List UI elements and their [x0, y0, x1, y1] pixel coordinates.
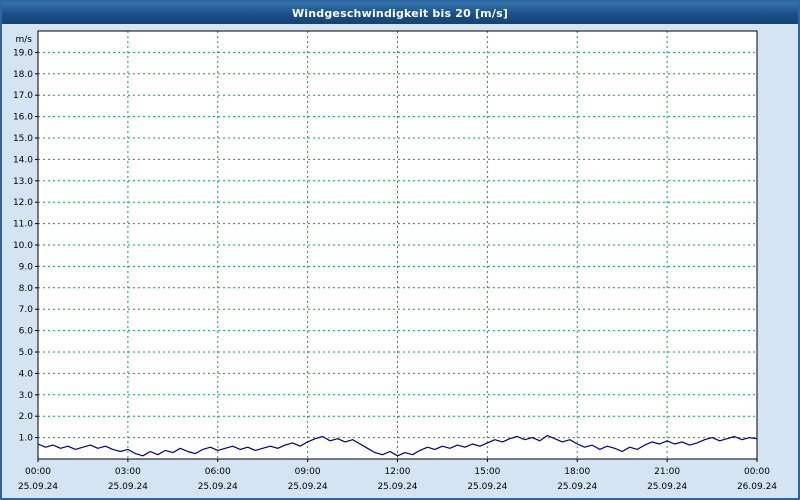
x-axis-time-label: 00:00: [744, 467, 770, 477]
x-axis-time-label: 09:00: [295, 467, 321, 477]
y-axis-tick-label: 12.0: [13, 198, 33, 208]
y-axis-tick-label: 18.0: [13, 70, 33, 80]
y-axis-tick-label: 2.0: [19, 412, 34, 422]
x-axis-time-label: 21:00: [654, 467, 680, 477]
x-axis-date-label: 25.09.24: [647, 482, 687, 492]
y-axis-tick-label: 5.0: [19, 348, 34, 358]
x-axis-date-label: 25.09.24: [108, 482, 148, 492]
x-axis-date-label: 25.09.24: [467, 482, 507, 492]
x-axis-date-label: 25.09.24: [557, 482, 597, 492]
y-axis-tick-label: 15.0: [13, 134, 33, 144]
y-axis-tick-label: 9.0: [19, 262, 34, 272]
y-axis-tick-label: 7.0: [19, 305, 34, 315]
x-axis-date-label: 25.09.24: [288, 482, 328, 492]
chart-title-bar: Windgeschwindigkeit bis 20 [m/s]: [2, 2, 798, 24]
x-axis-date-label: 25.09.24: [377, 482, 417, 492]
y-axis-tick-label: 14.0: [13, 155, 33, 165]
chart-title: Windgeschwindigkeit bis 20 [m/s]: [291, 6, 509, 20]
y-axis-tick-label: 6.0: [19, 327, 34, 337]
y-axis-unit-label: m/s: [16, 35, 33, 45]
y-axis-tick-label: 16.0: [13, 113, 33, 123]
wind-speed-line: [37, 434, 758, 457]
x-axis-time-label: 15:00: [474, 467, 500, 477]
y-axis-tick-label: 19.0: [13, 48, 33, 58]
y-axis-tick-label: 10.0: [13, 241, 33, 251]
y-axis-tick-label: 3.0: [19, 391, 34, 401]
x-axis-date-label: 26.09.24: [737, 482, 777, 492]
y-axis-tick-label: 11.0: [13, 220, 33, 230]
y-axis-tick-label: 4.0: [19, 369, 34, 379]
x-axis-date-label: 25.09.24: [198, 482, 238, 492]
x-axis-date-label: 25.09.24: [18, 482, 58, 492]
x-axis-time-label: 06:00: [205, 467, 231, 477]
chart-container: 1.0 2.0 3.0 4.0 5.0 6.0 7.0 8.0 9.0 10.0 11.0 12.0 1…: [2, 24, 798, 498]
y-axis-tick-label: 1.0: [19, 434, 34, 444]
wind-speed-chart: 1.0 2.0 3.0 4.0 5.0 6.0 7.0 8.0 9.0 10.0 11.0 12.0 1…: [13, 30, 777, 492]
x-axis-time-label: 03:00: [115, 467, 141, 477]
x-axis-time-label: 00:00: [25, 467, 51, 477]
x-axis-time-label: 12:00: [385, 467, 411, 477]
y-axis-tick-label: 17.0: [13, 91, 33, 101]
y-axis-tick-label: 8.0: [19, 284, 34, 294]
x-axis-time-label: 18:00: [564, 467, 590, 477]
plot-border: [37, 30, 758, 460]
y-axis-tick-label: 13.0: [13, 177, 33, 187]
